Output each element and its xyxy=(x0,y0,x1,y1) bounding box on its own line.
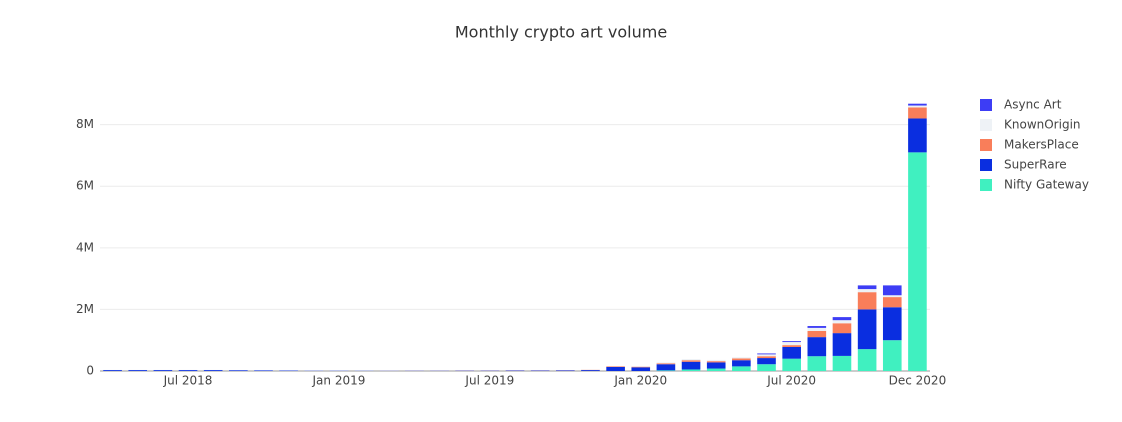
bar-segment xyxy=(656,370,676,371)
legend-label: KnownOrigin xyxy=(1004,118,1081,132)
x-tick-label: Jul 2019 xyxy=(464,374,514,388)
bar-segment xyxy=(832,317,852,321)
bar-segment xyxy=(857,285,877,290)
bar-segment xyxy=(832,333,852,356)
bar-segment xyxy=(882,307,902,341)
legend-swatch xyxy=(980,119,992,131)
bar-segment xyxy=(631,366,651,368)
bar-segment xyxy=(732,357,751,359)
bar-segment xyxy=(706,359,726,362)
bar-segment xyxy=(757,353,776,355)
legend-label: MakersPlace xyxy=(1004,138,1079,152)
y-tick-label: 2M xyxy=(76,302,94,316)
bar-segment xyxy=(908,105,927,108)
bar-segment xyxy=(203,370,223,371)
bar-segment xyxy=(782,342,801,346)
bar-segment xyxy=(908,152,927,371)
bar-segment xyxy=(681,360,701,362)
bar-segment xyxy=(908,118,927,153)
bar-segment xyxy=(757,354,776,357)
bar-segment xyxy=(807,330,827,338)
legend-swatch xyxy=(980,179,992,191)
y-tick-label: 4M xyxy=(76,240,94,254)
bar-segment xyxy=(857,309,877,350)
bar-segment xyxy=(857,349,877,371)
bar-segment xyxy=(832,320,852,324)
legend-swatch xyxy=(980,159,992,171)
bar-segment xyxy=(178,370,198,371)
bar-segment xyxy=(706,361,726,363)
bar-segment xyxy=(656,363,676,365)
bar-segment xyxy=(757,364,776,371)
legend-swatch xyxy=(980,99,992,111)
bar-segment xyxy=(807,356,827,371)
bar-segment xyxy=(757,358,776,365)
bar-segment xyxy=(681,361,701,370)
bar-segment xyxy=(857,289,877,293)
legend-label: SuperRare xyxy=(1004,158,1067,172)
bar-segment xyxy=(103,370,122,371)
legend-swatch xyxy=(980,139,992,151)
bar-segment xyxy=(882,285,902,296)
bar-segment xyxy=(807,326,827,328)
bar-segment xyxy=(757,356,776,359)
y-tick-label: 8M xyxy=(76,117,94,131)
bar-segment xyxy=(732,366,751,371)
bar-segment xyxy=(656,364,676,371)
bar-segment xyxy=(606,366,625,367)
bar-segment xyxy=(732,358,751,361)
bar-segment xyxy=(606,366,625,371)
bar-segment xyxy=(882,297,902,308)
bar-segment xyxy=(555,370,575,371)
bar-segment xyxy=(581,370,600,371)
bar-segment xyxy=(908,103,927,106)
y-tick-label: 6M xyxy=(76,179,94,193)
bar-segment xyxy=(681,369,701,371)
bar-segment xyxy=(732,360,751,367)
bar-segment xyxy=(656,362,676,364)
bar-segment xyxy=(153,370,173,371)
legend-label: Async Art xyxy=(1004,98,1062,112)
y-tick-label: 0 xyxy=(86,364,94,378)
bar-segment xyxy=(807,327,827,331)
x-tick-label: Jan 2020 xyxy=(613,374,667,388)
bar-segment xyxy=(782,346,801,359)
bar-segment xyxy=(631,367,651,371)
x-tick-label: Dec 2020 xyxy=(889,374,947,388)
bar-segment xyxy=(908,107,927,119)
chart-title: Monthly crypto art volume xyxy=(455,23,667,42)
bar-segment xyxy=(857,292,877,310)
bar-segment xyxy=(681,358,701,361)
legend-label: Nifty Gateway xyxy=(1004,178,1089,192)
bar-segment xyxy=(882,340,902,371)
x-tick-label: Jan 2019 xyxy=(312,374,366,388)
bar-segment xyxy=(706,362,726,369)
bar-segment xyxy=(882,295,902,298)
bar-segment xyxy=(128,370,148,371)
bar-segment xyxy=(832,355,852,371)
bar-segment xyxy=(229,370,248,371)
bar-segment xyxy=(782,345,801,347)
bar-segment xyxy=(254,370,273,371)
x-tick-label: Jul 2018 xyxy=(163,374,213,388)
bar-segment xyxy=(782,358,801,371)
bar-segment xyxy=(807,337,827,357)
bar-segment xyxy=(782,341,801,343)
bar-segment xyxy=(706,368,726,371)
bar-segment xyxy=(832,323,852,334)
x-tick-label: Jul 2020 xyxy=(766,374,816,388)
